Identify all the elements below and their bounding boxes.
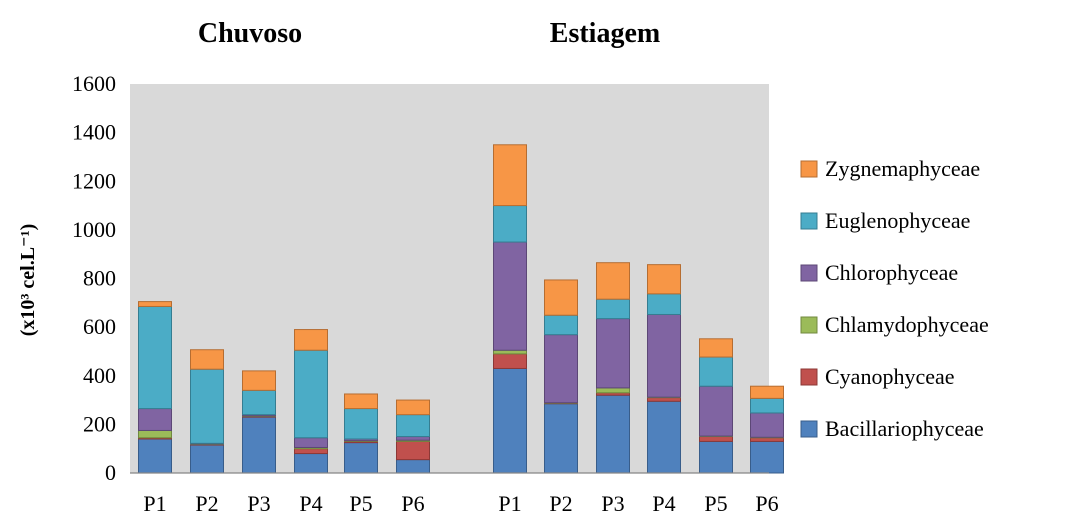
legend-entry: Euglenophyceae bbox=[825, 208, 970, 233]
bar-segment-euglenophyceae bbox=[396, 414, 430, 438]
bar-segment-zygnemaphyceae bbox=[242, 370, 276, 391]
x-category-label: P1 bbox=[143, 491, 166, 516]
legend: Zygnemaphyceae Euglenophyceae Chlorophycea… bbox=[800, 156, 989, 441]
bar-segment-euglenophyceae bbox=[750, 397, 784, 414]
bar-segment-chlorophyceae bbox=[596, 318, 630, 389]
x-category-label: P5 bbox=[349, 491, 372, 516]
bar-segment-bacillariophyceae bbox=[750, 440, 784, 474]
y-tick-label: 0 bbox=[105, 460, 116, 485]
bar-segment-cyanophyceae bbox=[294, 448, 328, 455]
x-category-label: P5 bbox=[704, 491, 727, 516]
legend-swatch bbox=[800, 212, 818, 230]
bar-segment-bacillariophyceae bbox=[190, 444, 224, 474]
bar-segment-bacillariophyceae bbox=[138, 438, 172, 474]
bar-segment-euglenophyceae bbox=[190, 368, 224, 444]
bar-segment-zygnemaphyceae bbox=[294, 329, 328, 351]
bar-segment-bacillariophyceae bbox=[647, 400, 681, 474]
bar-segment-euglenophyceae bbox=[493, 205, 527, 243]
legend-swatch bbox=[800, 160, 818, 178]
y-tick-label: 1000 bbox=[72, 217, 116, 242]
bar-segment-chlorophyceae bbox=[138, 408, 172, 431]
legend-swatch bbox=[800, 264, 818, 282]
bar-segment-zygnemaphyceae bbox=[596, 262, 630, 300]
bar-segment-chlorophyceae bbox=[544, 334, 578, 404]
y-axis-label: (x10³ cel.L⁻¹) bbox=[17, 224, 39, 337]
bar-segment-cyanophyceae bbox=[396, 440, 430, 461]
legend-entry: Zygnemaphyceae bbox=[825, 156, 980, 181]
bar-segment-zygnemaphyceae bbox=[396, 399, 430, 416]
bar-segment-cyanophyceae bbox=[493, 353, 527, 369]
bar-segment-zygnemaphyceae bbox=[493, 144, 527, 207]
group-title-chuvoso: Chuvoso bbox=[198, 18, 302, 49]
legend-entry: Cyanophyceae bbox=[825, 364, 955, 389]
group-title-estiagem: Estiagem bbox=[550, 18, 660, 49]
x-category-label: P2 bbox=[195, 491, 218, 516]
bar-segment-euglenophyceae bbox=[647, 293, 681, 315]
bar-segment-chlorophyceae bbox=[294, 437, 328, 448]
x-category-label: P6 bbox=[755, 491, 778, 516]
x-category-label: P1 bbox=[498, 491, 521, 516]
bar-segment-chlorophyceae bbox=[493, 241, 527, 351]
y-tick-label: 1600 bbox=[72, 71, 116, 96]
bar-segment-chlamydophyceae bbox=[138, 429, 172, 439]
x-axis-categories: P1 P2 P3 P4 P5 P6 P1 P2 P3 P4 P5 P6 bbox=[143, 491, 778, 516]
bar-segment-euglenophyceae bbox=[138, 305, 172, 410]
x-category-label: P4 bbox=[652, 491, 675, 516]
bar-segment-chlorophyceae bbox=[396, 436, 430, 441]
bar-segment-bacillariophyceae bbox=[294, 453, 328, 474]
bar-segment-bacillariophyceae bbox=[596, 394, 630, 474]
bar-segment-cyanophyceae bbox=[750, 437, 784, 442]
bar-segment-chlorophyceae bbox=[750, 412, 784, 438]
bar-segment-euglenophyceae bbox=[544, 314, 578, 336]
bar-segment-zygnemaphyceae bbox=[344, 393, 378, 410]
y-tick-label: 600 bbox=[83, 314, 116, 339]
bar-segment-euglenophyceae bbox=[242, 389, 276, 416]
legend-swatch bbox=[800, 420, 818, 438]
bar-segment-bacillariophyceae bbox=[396, 459, 430, 474]
bar-segment-bacillariophyceae bbox=[344, 442, 378, 474]
bar-segment-zygnemaphyceae bbox=[750, 385, 784, 399]
bar-segment-bacillariophyceae bbox=[493, 367, 527, 474]
bar-segment-euglenophyceae bbox=[344, 408, 378, 440]
bar-segment-euglenophyceae bbox=[294, 349, 328, 439]
bar-segment-chlamydophyceae bbox=[596, 387, 630, 394]
bar-segment-zygnemaphyceae bbox=[190, 349, 224, 370]
bar-segment-zygnemaphyceae bbox=[138, 301, 172, 307]
legend-entry: Chlorophyceae bbox=[825, 260, 958, 285]
bar-segment-chlamydophyceae bbox=[493, 349, 527, 355]
bar-segment-euglenophyceae bbox=[699, 356, 733, 387]
y-tick-label: 1400 bbox=[72, 120, 116, 145]
bar-segment-zygnemaphyceae bbox=[544, 279, 578, 316]
bar-segment-bacillariophyceae bbox=[242, 416, 276, 474]
y-tick-label: 400 bbox=[83, 363, 116, 388]
bar-segment-bacillariophyceae bbox=[699, 440, 733, 474]
x-category-label: P2 bbox=[549, 491, 572, 516]
bar-segment-zygnemaphyceae bbox=[699, 338, 733, 358]
y-axis-ticks: 0 200 400 600 800 1000 1200 1400 1600 bbox=[72, 71, 116, 485]
bar-segment-cyanophyceae bbox=[699, 436, 733, 442]
x-category-label: P3 bbox=[601, 491, 624, 516]
bars-layer bbox=[138, 144, 784, 474]
bar-segment-euglenophyceae bbox=[596, 298, 630, 320]
x-category-label: P3 bbox=[247, 491, 270, 516]
bar-segment-bacillariophyceae bbox=[544, 403, 578, 474]
legend-swatch bbox=[800, 316, 818, 334]
x-category-label: P4 bbox=[299, 491, 322, 516]
y-tick-label: 800 bbox=[83, 266, 116, 291]
legend-swatch bbox=[800, 368, 818, 386]
bar-segment-chlorophyceae bbox=[699, 385, 733, 437]
y-tick-label: 1200 bbox=[72, 168, 116, 193]
legend-entry: Bacillariophyceae bbox=[825, 416, 984, 441]
bar-segment-cyanophyceae bbox=[647, 397, 681, 402]
y-tick-label: 200 bbox=[83, 411, 116, 436]
x-category-label: P6 bbox=[401, 491, 424, 516]
legend-entry: Chlamydophyceae bbox=[825, 312, 989, 337]
bar-segment-zygnemaphyceae bbox=[647, 264, 681, 295]
bar-segment-chlorophyceae bbox=[647, 313, 681, 398]
